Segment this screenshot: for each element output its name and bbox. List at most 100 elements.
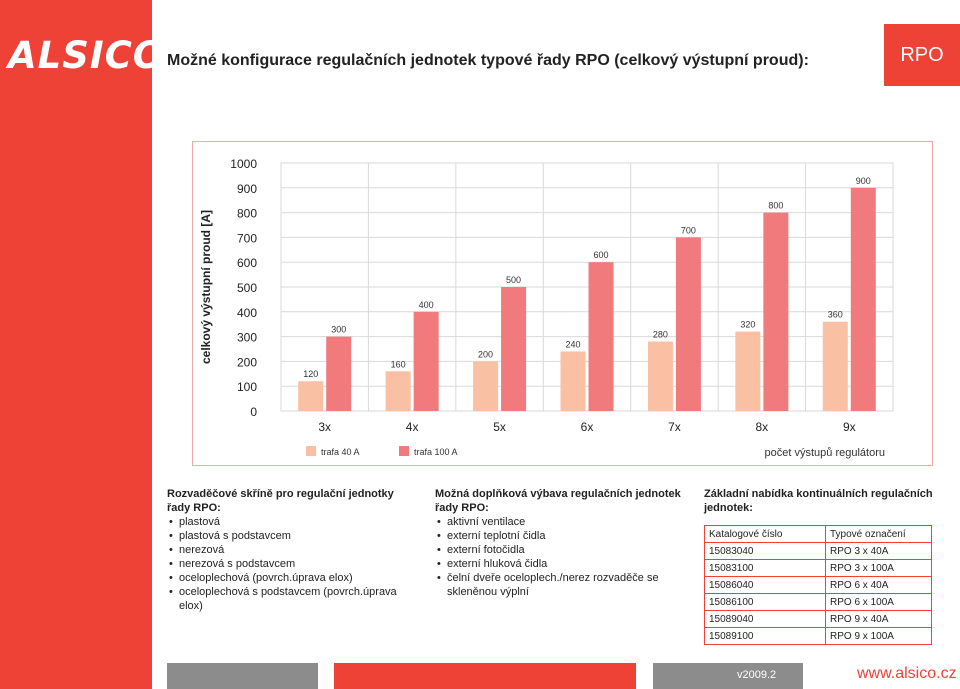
table-row: 15086100 RPO 6 x 100A — [704, 593, 932, 611]
type-designation-cell: RPO 6 x 100A — [825, 593, 932, 611]
catalog-number-cell: 15089100 — [704, 627, 826, 645]
type-designation-cell: RPO 3 x 100A — [825, 559, 932, 577]
y-tick-label: 300 — [237, 331, 257, 345]
bar-trafa-40-a — [735, 331, 761, 411]
list-item: externí fotočidla — [435, 543, 685, 557]
product-table: Katalogové číslo Typové označení 1508304… — [704, 525, 932, 645]
bar-value-label: 360 — [828, 310, 843, 320]
bar-value-label: 280 — [653, 330, 668, 340]
bar-trafa-40-a — [647, 341, 673, 411]
list-item: nerezová s podstavcem — [167, 557, 417, 571]
output-current-chart: 0 100 200 300 400 500 600 700 800 900 1000 celkový … — [199, 157, 894, 459]
y-tick-label: 800 — [237, 207, 257, 221]
bar-trafa-100-a — [501, 287, 527, 411]
table-header-cell: Typové označení — [825, 525, 932, 543]
accessories-title: Možná doplňková výbava regulačních jedno… — [435, 488, 681, 514]
bar-value-label: 900 — [856, 176, 871, 186]
bar-value-label: 300 — [331, 325, 346, 335]
bar-trafa-40-a — [822, 321, 848, 411]
x-axis-label: počet výstupů regulátoru — [765, 447, 885, 459]
bar-trafa-100-a — [326, 336, 352, 411]
bar-value-label: 320 — [740, 320, 755, 330]
bar-value-label: 500 — [506, 275, 521, 285]
sidebar-band: ALSICO — [0, 0, 166, 689]
x-tick-label: 4x — [406, 420, 419, 434]
list-item: nerezová — [167, 543, 417, 557]
bar-value-label: 120 — [303, 369, 318, 379]
list-item: čelní dveře oceloplech./nerez rozvaděče … — [435, 571, 685, 599]
table-row: 15089100 RPO 9 x 100A — [704, 627, 932, 645]
list-item: externí teplotní čidla — [435, 529, 685, 543]
accessories-section: Možná doplňková výbava regulačních jedno… — [435, 487, 685, 599]
table-row: 15089040 RPO 9 x 40A — [704, 610, 932, 628]
legend-label: trafa 100 A — [414, 447, 458, 457]
y-tick-label: 400 — [237, 306, 257, 320]
bar-trafa-40-a — [385, 371, 411, 411]
type-designation-cell: RPO 3 x 40A — [825, 542, 932, 560]
type-designation-cell: RPO 9 x 100A — [825, 627, 932, 645]
catalog-number-cell: 15089040 — [704, 610, 826, 628]
bar-value-label: 600 — [593, 250, 608, 260]
alsico-logo: ALSICO — [8, 34, 166, 77]
bar-trafa-100-a — [413, 311, 439, 411]
enclosures-section: Rozvaděčové skříně pro regulační jednotk… — [167, 487, 417, 613]
chart-panel: 0 100 200 300 400 500 600 700 800 900 1000 celkový … — [192, 141, 933, 466]
legend-swatch — [306, 446, 316, 456]
bar-trafa-40-a — [473, 361, 499, 411]
offer-title: Základní nabídka kontinuálních regulační… — [704, 488, 933, 514]
x-tick-label: 9x — [843, 420, 856, 434]
table-header-row: Katalogové číslo Typové označení — [704, 525, 932, 543]
bar-trafa-40-a — [298, 381, 324, 411]
catalog-number-cell: 15083100 — [704, 559, 826, 577]
y-tick-label: 100 — [237, 380, 257, 394]
bar-trafa-100-a — [675, 237, 701, 411]
footer-bar-red — [334, 663, 636, 689]
bar-value-label: 800 — [768, 201, 783, 211]
bar-value-label: 200 — [478, 349, 493, 359]
table-row: 15086040 RPO 6 x 40A — [704, 576, 932, 594]
bar-value-label: 160 — [391, 359, 406, 369]
bar-trafa-40-a — [560, 351, 586, 411]
type-designation-cell: RPO 6 x 40A — [825, 576, 932, 594]
y-tick-label: 200 — [237, 355, 257, 369]
list-item: oceloplechová (povrch.úprava elox) — [167, 571, 417, 585]
bar-value-label: 700 — [681, 225, 696, 235]
y-tick-label: 700 — [237, 231, 257, 245]
x-tick-label: 7x — [668, 420, 681, 434]
bar-value-label: 240 — [565, 339, 580, 349]
list-item: aktivní ventilace — [435, 515, 685, 529]
catalog-number-cell: 15083040 — [704, 542, 826, 560]
y-tick-label: 500 — [237, 281, 257, 295]
product-badge: RPO — [884, 24, 960, 86]
x-tick-label: 6x — [581, 420, 594, 434]
type-designation-cell: RPO 9 x 40A — [825, 610, 932, 628]
table-row: 15083040 RPO 3 x 40A — [704, 542, 932, 560]
table-header-cell: Katalogové číslo — [704, 525, 826, 543]
bar-trafa-100-a — [763, 212, 789, 411]
legend-swatch — [399, 446, 409, 456]
bar-value-label: 400 — [419, 300, 434, 310]
enclosures-list: plastová plastová s podstavcem nerezová … — [167, 515, 417, 613]
x-tick-label: 5x — [493, 420, 506, 434]
website-link[interactable]: www.alsico.cz — [857, 665, 957, 682]
y-tick-label: 1000 — [230, 157, 257, 171]
version-label: v2009.2 — [737, 669, 777, 681]
bar-trafa-100-a — [850, 187, 876, 411]
bar-trafa-100-a — [588, 262, 614, 411]
accessories-list: aktivní ventilace externí teplotní čidla… — [435, 515, 685, 599]
y-tick-label: 600 — [237, 256, 257, 270]
legend-label: trafa 40 A — [321, 447, 360, 457]
y-tick-label: 900 — [237, 182, 257, 196]
list-item: externí hluková čidla — [435, 557, 685, 571]
list-item: plastová — [167, 515, 417, 529]
y-tick-label: 0 — [250, 405, 257, 419]
x-tick-label: 3x — [318, 420, 331, 434]
footer-bar-grey-left — [167, 663, 318, 689]
table-row: 15083100 RPO 3 x 100A — [704, 559, 932, 577]
enclosures-title: Rozvaděčové skříně pro regulační jednotk… — [167, 488, 394, 514]
catalog-number-cell: 15086100 — [704, 593, 826, 611]
catalog-number-cell: 15086040 — [704, 576, 826, 594]
page-title: Možné konfigurace regulačních jednotek t… — [167, 52, 809, 69]
y-axis-label: celkový výstupní proud [A] — [199, 210, 213, 364]
offer-section: Základní nabídka kontinuálních regulační… — [704, 487, 960, 515]
